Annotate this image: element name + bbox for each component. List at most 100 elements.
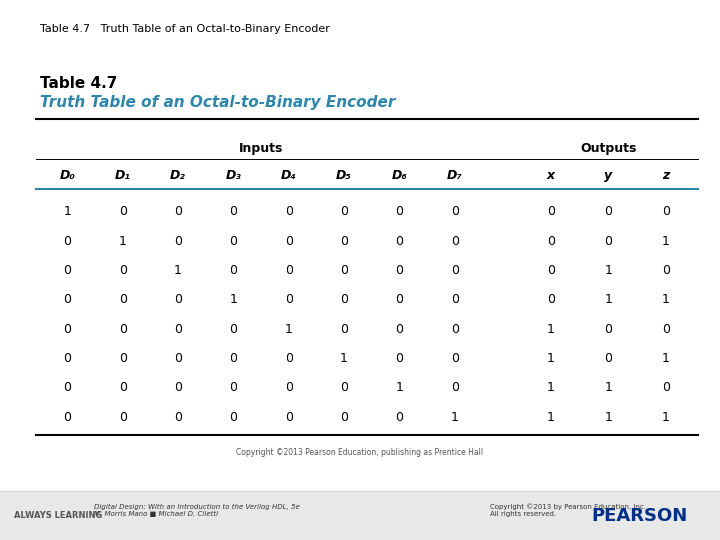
Text: 1: 1 (119, 235, 127, 248)
Text: 0: 0 (174, 293, 182, 306)
Text: 0: 0 (451, 264, 459, 277)
Text: x: x (546, 169, 555, 182)
Text: 0: 0 (451, 352, 459, 365)
Text: 1: 1 (605, 293, 612, 306)
Text: 0: 0 (174, 235, 182, 248)
Text: Copyright ©2013 Pearson Education, publishing as Prentice Hall: Copyright ©2013 Pearson Education, publi… (236, 448, 484, 457)
Text: 1: 1 (63, 205, 71, 218)
Text: 0: 0 (395, 264, 403, 277)
Text: 0: 0 (340, 205, 348, 218)
Text: 0: 0 (395, 411, 403, 424)
Text: 0: 0 (604, 235, 613, 248)
Text: 0: 0 (119, 381, 127, 394)
Text: 0: 0 (340, 323, 348, 336)
Text: 1: 1 (395, 381, 403, 394)
Text: 0: 0 (340, 264, 348, 277)
Text: 0: 0 (284, 411, 292, 424)
Text: 1: 1 (284, 323, 292, 336)
Text: 0: 0 (174, 381, 182, 394)
Text: 0: 0 (395, 323, 403, 336)
Text: 0: 0 (340, 381, 348, 394)
Text: 0: 0 (63, 323, 71, 336)
Text: 0: 0 (546, 264, 555, 277)
Text: 0: 0 (174, 411, 182, 424)
Text: 1: 1 (547, 411, 554, 424)
Text: 1: 1 (230, 293, 238, 306)
Text: 0: 0 (230, 235, 238, 248)
Text: 1: 1 (451, 411, 459, 424)
Text: 1: 1 (662, 293, 670, 306)
Text: 0: 0 (284, 205, 292, 218)
Text: D₃: D₃ (225, 169, 241, 182)
Text: 0: 0 (284, 352, 292, 365)
Text: 0: 0 (546, 205, 555, 218)
Text: 0: 0 (230, 381, 238, 394)
Text: z: z (662, 169, 670, 182)
Text: 0: 0 (63, 381, 71, 394)
Text: 1: 1 (662, 235, 670, 248)
Text: 0: 0 (63, 293, 71, 306)
Text: 0: 0 (662, 264, 670, 277)
Text: D₄: D₄ (281, 169, 297, 182)
Text: D₁: D₁ (114, 169, 130, 182)
Text: 0: 0 (451, 323, 459, 336)
Text: D₀: D₀ (59, 169, 75, 182)
Text: 0: 0 (451, 293, 459, 306)
Text: 0: 0 (119, 411, 127, 424)
Text: D₂: D₂ (170, 169, 186, 182)
Text: 1: 1 (605, 264, 612, 277)
Text: 0: 0 (284, 264, 292, 277)
Text: y: y (604, 169, 613, 182)
Text: 1: 1 (662, 352, 670, 365)
Text: 0: 0 (451, 381, 459, 394)
Text: 0: 0 (546, 235, 555, 248)
Text: 0: 0 (230, 323, 238, 336)
Text: 0: 0 (119, 323, 127, 336)
Text: ALWAYS LEARNING: ALWAYS LEARNING (14, 511, 103, 520)
Text: 1: 1 (662, 411, 670, 424)
Text: 0: 0 (284, 235, 292, 248)
Text: 1: 1 (174, 264, 182, 277)
Text: 0: 0 (63, 235, 71, 248)
Text: 1: 1 (547, 352, 554, 365)
Text: 0: 0 (174, 352, 182, 365)
Text: 0: 0 (119, 352, 127, 365)
Text: 0: 0 (451, 205, 459, 218)
Text: 0: 0 (604, 323, 613, 336)
Text: 0: 0 (63, 352, 71, 365)
Text: PEARSON: PEARSON (591, 507, 688, 525)
Text: 0: 0 (230, 411, 238, 424)
Text: Outputs: Outputs (580, 142, 636, 155)
Text: 0: 0 (395, 205, 403, 218)
Text: 1: 1 (605, 381, 612, 394)
Text: 1: 1 (340, 352, 348, 365)
Text: D₆: D₆ (392, 169, 408, 182)
Text: 0: 0 (284, 293, 292, 306)
Text: 0: 0 (284, 381, 292, 394)
Text: 1: 1 (547, 381, 554, 394)
Text: 0: 0 (63, 411, 71, 424)
Text: 0: 0 (230, 264, 238, 277)
Text: 0: 0 (395, 352, 403, 365)
Text: 0: 0 (340, 235, 348, 248)
Text: 0: 0 (395, 293, 403, 306)
Text: 0: 0 (63, 264, 71, 277)
Text: 0: 0 (230, 205, 238, 218)
Text: D₅: D₅ (336, 169, 352, 182)
Text: 0: 0 (662, 323, 670, 336)
Text: 0: 0 (662, 205, 670, 218)
Text: 0: 0 (119, 264, 127, 277)
Text: 1: 1 (605, 411, 612, 424)
Text: 0: 0 (119, 293, 127, 306)
Text: 0: 0 (546, 293, 555, 306)
Text: Truth Table of an Octal-to-Binary Encoder: Truth Table of an Octal-to-Binary Encode… (40, 94, 395, 110)
Text: 0: 0 (230, 352, 238, 365)
Text: Table 4.7   Truth Table of an Octal-to-Binary Encoder: Table 4.7 Truth Table of an Octal-to-Bin… (40, 24, 330, 35)
Text: Table 4.7: Table 4.7 (40, 76, 117, 91)
Text: 0: 0 (119, 205, 127, 218)
Text: 0: 0 (604, 205, 613, 218)
Text: Inputs: Inputs (239, 142, 283, 155)
Text: 0: 0 (174, 323, 182, 336)
Text: 0: 0 (340, 411, 348, 424)
Text: Copyright ©2013 by Pearson Education, Inc.
All rights reserved.: Copyright ©2013 by Pearson Education, In… (490, 503, 646, 517)
